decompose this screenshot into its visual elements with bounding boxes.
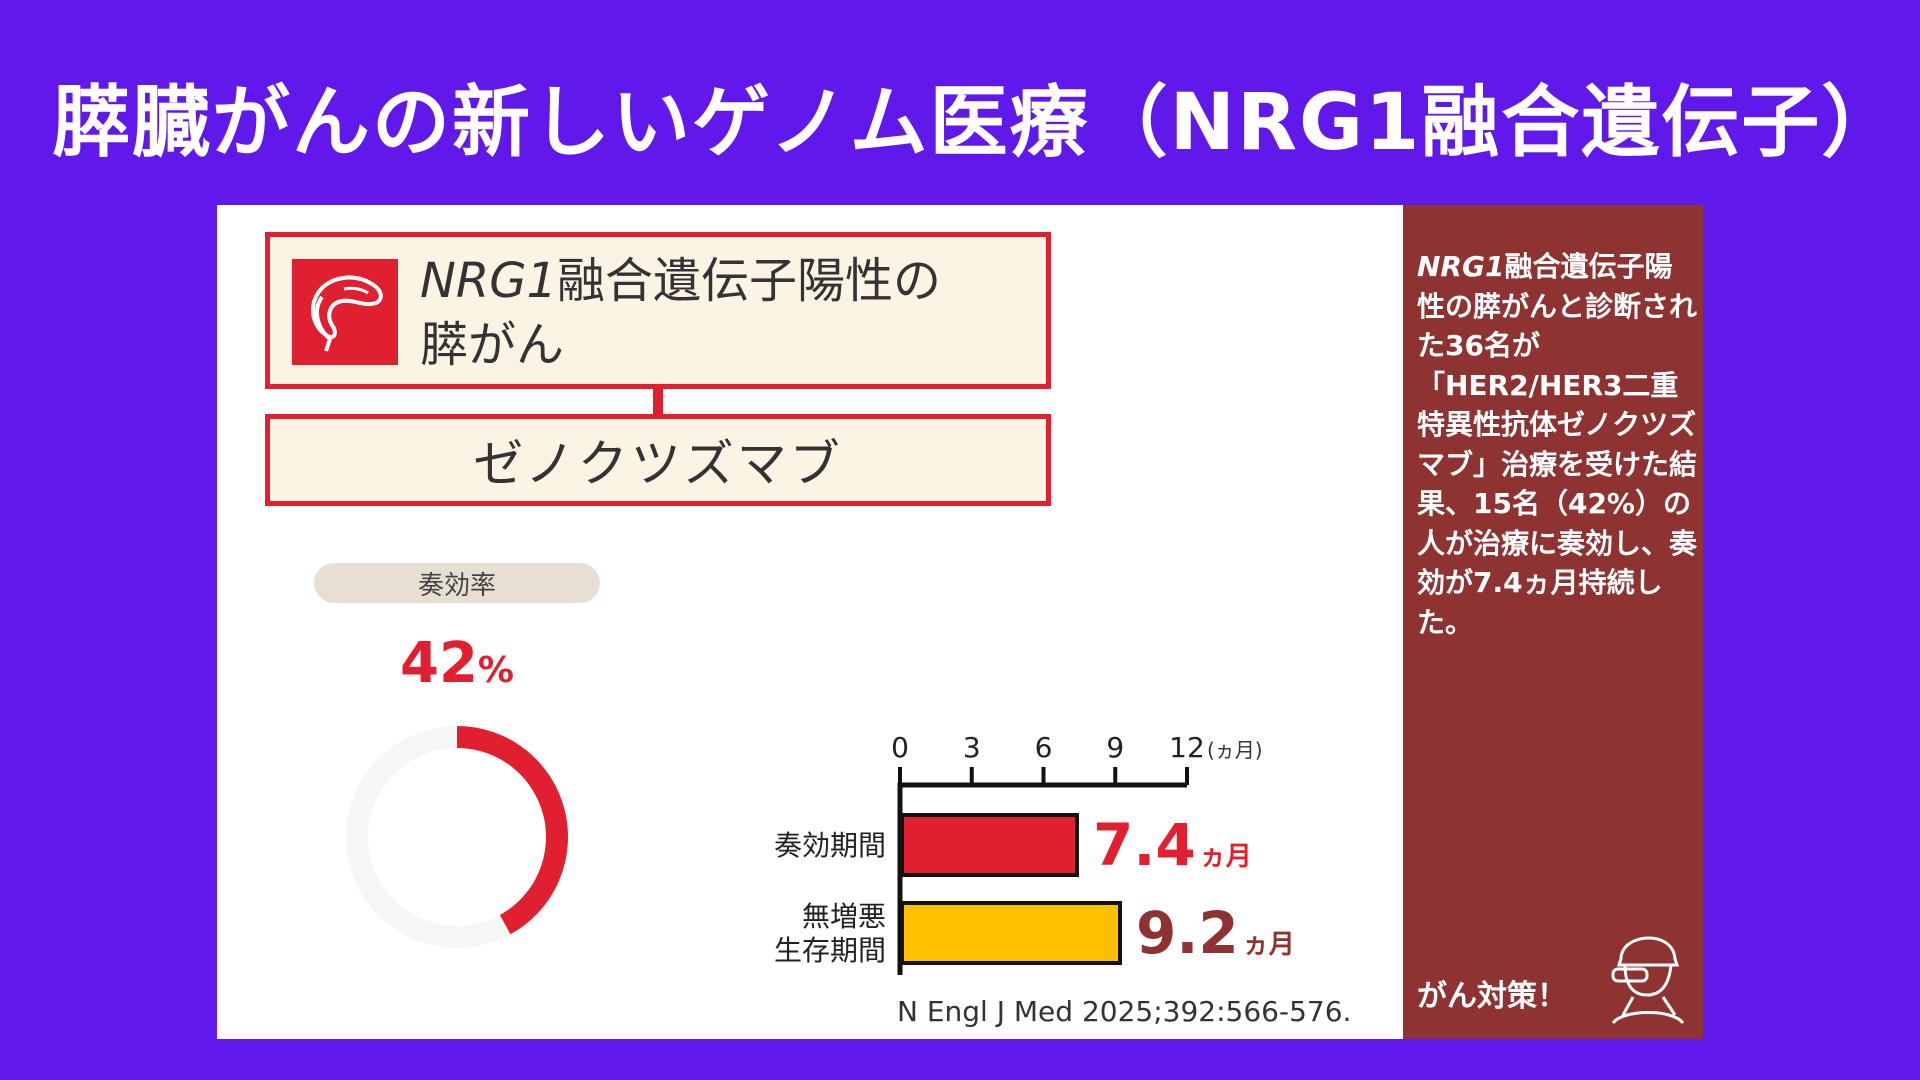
pancreas-icon (292, 259, 398, 365)
citation: N Engl J Med 2025;392:566-576. (897, 995, 1352, 1028)
page-title: 膵臓がんの新しいゲノム医療（NRG1融合遺伝子） (52, 78, 1902, 168)
bar-value-label: 9.2 (1136, 899, 1239, 967)
response-rate-value: 42% (347, 631, 567, 696)
bar (900, 901, 1123, 965)
response-donut-chart (346, 726, 568, 948)
x-axis-unit-label: (ヵ月) (1207, 738, 1263, 762)
x-tick-label: 9 (1106, 731, 1124, 764)
response-rate-label: 奏効率 (314, 563, 600, 603)
bar-value-unit: ヵ月 (1200, 842, 1252, 872)
header-line2: 膵がん (420, 317, 565, 373)
drug-label: ゼノクツズマブ (473, 435, 843, 493)
side-summary-text: NRG1融合遺伝子陽性の膵がんと診断された36名が「HER2/HER3二重特異性… (1417, 247, 1697, 642)
x-tick-label: 0 (891, 731, 909, 764)
header-box: NRG1融合遺伝子陽性の 膵がん (265, 232, 1051, 389)
side-panel: NRG1融合遺伝子陽性の膵がんと診断された36名が「HER2/HER3二重特異性… (1403, 205, 1703, 1039)
response-rate-number: 42 (399, 631, 478, 696)
side-footer: がん対策！ (1417, 979, 1567, 1014)
bar-value-label: 7.4 (1093, 811, 1196, 879)
main-area: NRG1融合遺伝子陽性の 膵がん ゼノクツズマブ 奏効率 42% 0 3 6 9 12(… (217, 205, 1403, 1039)
header-line1: 融合遺伝子陽性の (557, 253, 942, 309)
response-rate-unit: % (477, 650, 514, 691)
header-text: NRG1融合遺伝子陽性の 膵がん (420, 249, 941, 377)
drug-box: ゼノクツズマブ (265, 414, 1051, 506)
bar-category-label: 奏効期間 (774, 829, 886, 862)
bar (900, 813, 1079, 877)
infographic-panel: NRG1融合遺伝子陽性の 膵がん ゼノクツズマブ 奏効率 42% 0 3 6 9 12(… (217, 205, 1703, 1039)
x-tick-label: 6 (1035, 731, 1053, 764)
x-tick-label: 12 (1169, 731, 1205, 764)
side-gene-name: NRG1 (1417, 250, 1505, 283)
donut-response-arc (456, 726, 568, 935)
header-gene-name: NRG1 (420, 253, 557, 309)
side-summary-body: 融合遺伝子陽性の膵がんと診断された36名が「HER2/HER3二重特異性抗体ゼノ… (1417, 250, 1698, 639)
bar-value-unit: ヵ月 (1243, 930, 1295, 960)
doctor-icon (1603, 919, 1691, 1025)
bar-category-label: 無増悪生存期間 (774, 900, 886, 967)
box-connector (653, 389, 663, 415)
x-tick-label: 3 (963, 731, 981, 764)
